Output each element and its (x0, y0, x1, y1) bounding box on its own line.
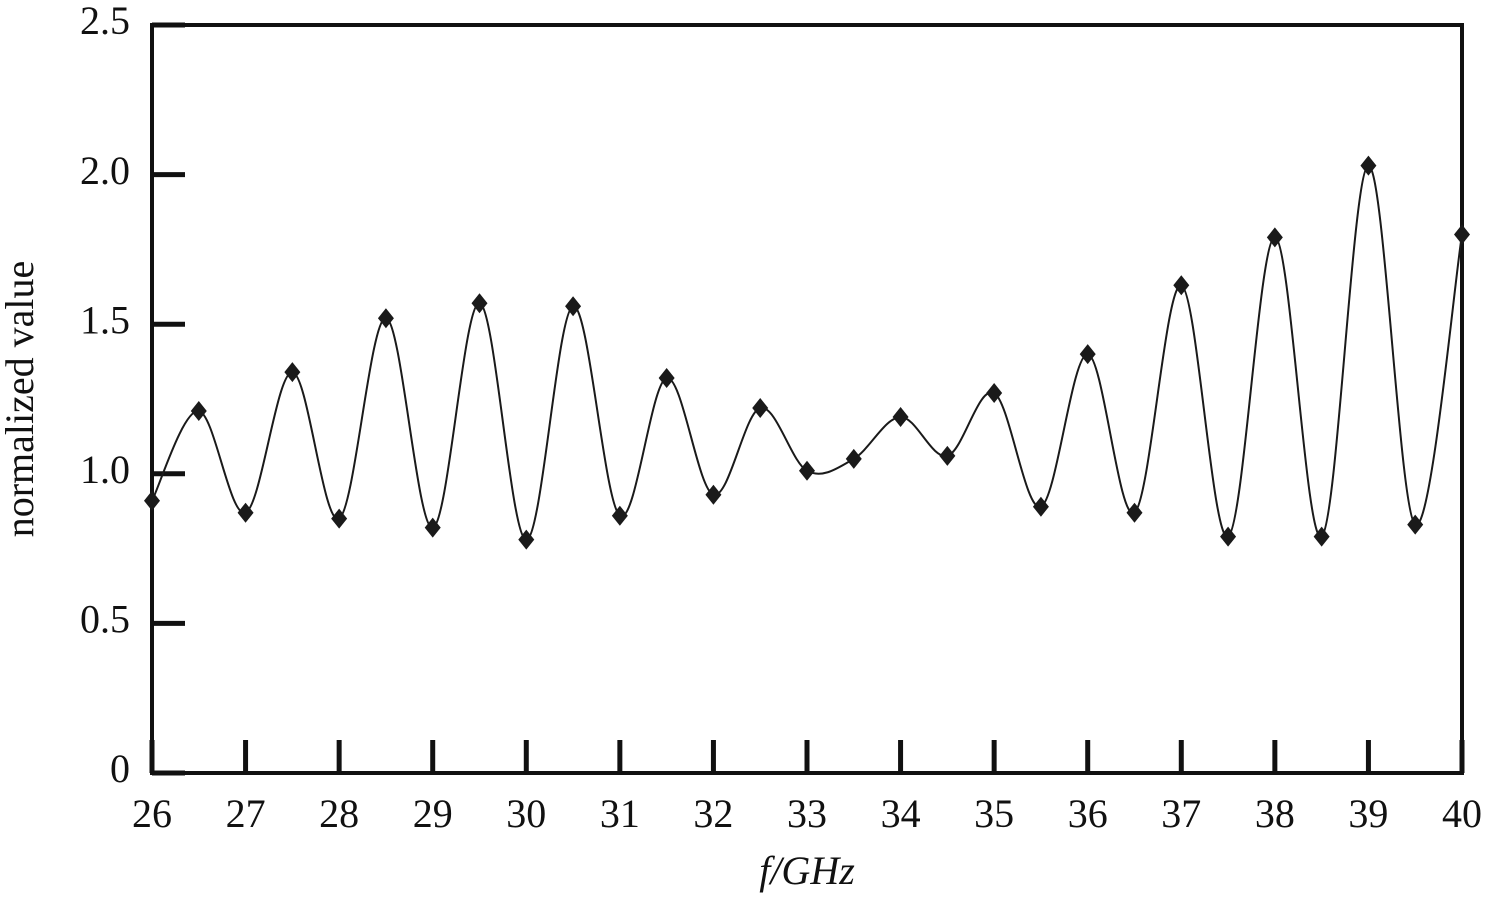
y-tick-label: 2.0 (80, 148, 130, 193)
marker (705, 484, 722, 505)
marker (190, 400, 207, 421)
marker (518, 529, 535, 550)
marker (331, 508, 348, 529)
y-tick-label: 0.5 (80, 597, 130, 642)
x-tick-label: 26 (132, 791, 172, 836)
line (151, 164, 1463, 541)
x-tick-label: 29 (413, 791, 453, 836)
marker (377, 308, 394, 329)
x-tick-label: 35 (974, 791, 1014, 836)
marker (1126, 502, 1143, 523)
x-tick-label: 33 (787, 791, 827, 836)
marker (799, 460, 815, 481)
marker (1407, 514, 1424, 535)
marker (1220, 526, 1237, 547)
marker (845, 448, 862, 469)
x-axis-label: f/GHz (759, 848, 855, 893)
marker (424, 517, 441, 538)
y-tick-label: 1.0 (80, 447, 130, 492)
marker (1032, 496, 1049, 517)
marker (1454, 224, 1470, 245)
x-tick-label: 32 (693, 791, 733, 836)
marker (752, 397, 769, 418)
y-tick-label: 1.5 (80, 297, 130, 342)
marker (144, 490, 160, 511)
x-tick-label: 39 (1348, 791, 1388, 836)
x-tick-label: 27 (226, 791, 266, 836)
x-tick-label: 37 (1161, 791, 1201, 836)
marker (611, 505, 628, 526)
x-tick-label: 36 (1068, 791, 1108, 836)
marker (1360, 155, 1377, 176)
marker (1313, 526, 1330, 547)
marker (1079, 344, 1096, 365)
marker (1266, 227, 1283, 248)
x-tick-label: 40 (1442, 791, 1482, 836)
marker (471, 293, 488, 314)
y-tick-label: 2.5 (80, 0, 130, 43)
marker (284, 362, 301, 383)
x-tick-label: 30 (506, 791, 546, 836)
x-tick-label: 38 (1255, 791, 1295, 836)
marker (1173, 275, 1190, 296)
plot-frame (150, 23, 1464, 775)
x-tick-label: 31 (600, 791, 640, 836)
marker (658, 368, 675, 389)
y-axis-label: normalized value (0, 261, 42, 538)
marker (986, 383, 1003, 404)
y-tick-label: 0 (110, 746, 130, 791)
marker (892, 406, 909, 427)
marker (237, 502, 254, 523)
x-tick-label: 28 (319, 791, 359, 836)
marker (939, 445, 956, 466)
x-tick-label: 34 (881, 791, 921, 836)
marker (565, 296, 582, 317)
